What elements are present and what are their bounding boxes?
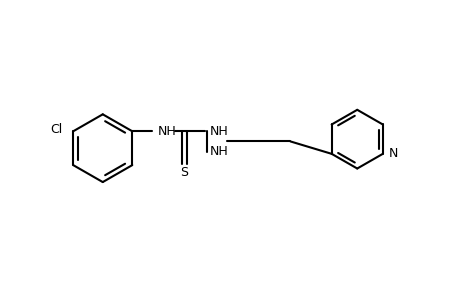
Text: N: N (387, 147, 397, 160)
Text: Cl: Cl (50, 122, 62, 136)
Text: NH: NH (157, 125, 176, 138)
Text: S: S (180, 166, 188, 179)
Text: NH: NH (209, 145, 228, 158)
Text: NH: NH (209, 125, 228, 138)
